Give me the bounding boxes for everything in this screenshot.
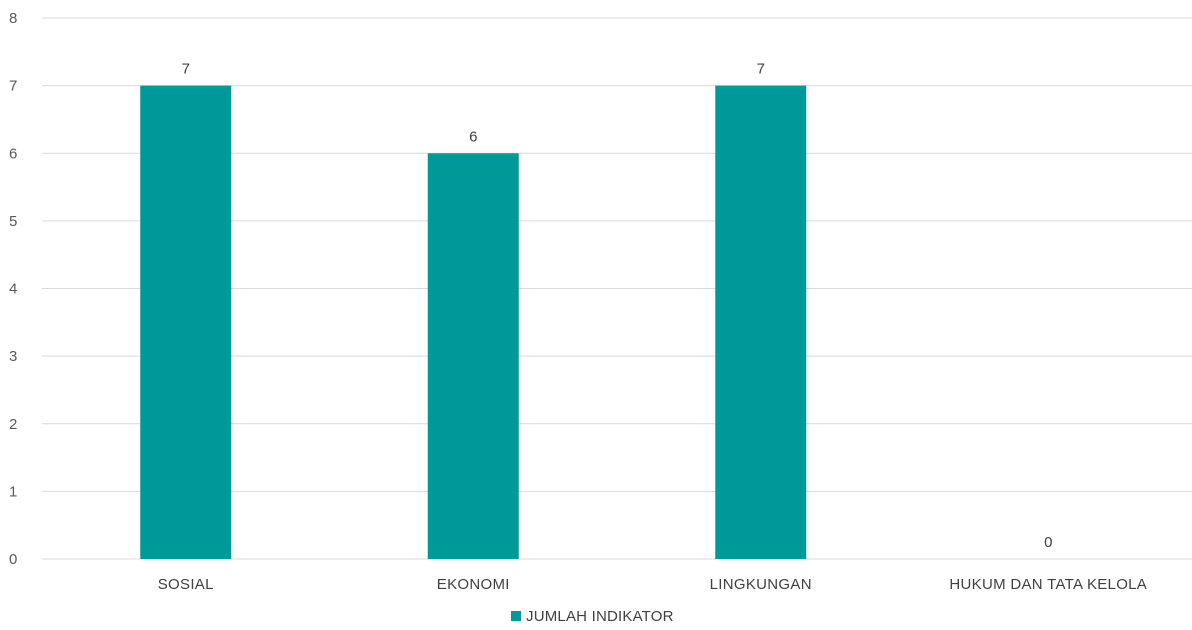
legend: JUMLAH INDIKATOR xyxy=(511,608,674,625)
x-axis-labels: SOSIAL EKONOMI LINGKUNGAN HUKUM DAN TATA KE… xyxy=(158,576,1147,593)
data-labels: 7 6 7 0 xyxy=(182,61,1053,551)
data-label: 6 xyxy=(469,128,477,145)
bars xyxy=(140,85,807,559)
y-tick-label: 4 xyxy=(9,281,17,298)
y-tick-label: 6 xyxy=(9,145,17,162)
y-tick-label: 5 xyxy=(9,213,17,230)
y-tick-label: 3 xyxy=(9,348,17,365)
y-tick-label: 1 xyxy=(9,483,17,500)
y-tick-label: 2 xyxy=(9,416,17,433)
bar xyxy=(715,85,807,559)
x-tick-label: EKONOMI xyxy=(437,576,510,593)
legend-swatch xyxy=(511,611,521,621)
x-tick-label: SOSIAL xyxy=(158,576,214,593)
data-label: 0 xyxy=(1044,534,1052,551)
y-tick-label: 8 xyxy=(9,10,17,27)
y-axis-ticks: 0 1 2 3 4 5 6 7 8 xyxy=(9,10,17,568)
bar xyxy=(140,85,232,559)
x-tick-label: LINGKUNGAN xyxy=(710,576,812,593)
legend-label: JUMLAH INDIKATOR xyxy=(526,608,674,625)
x-tick-label: HUKUM DAN TATA KELOLA xyxy=(949,576,1147,593)
data-label: 7 xyxy=(182,61,190,78)
y-tick-label: 0 xyxy=(9,551,17,568)
bar xyxy=(427,153,519,559)
gridlines xyxy=(42,17,1192,560)
y-tick-label: 7 xyxy=(9,78,17,95)
data-label: 7 xyxy=(757,61,765,78)
